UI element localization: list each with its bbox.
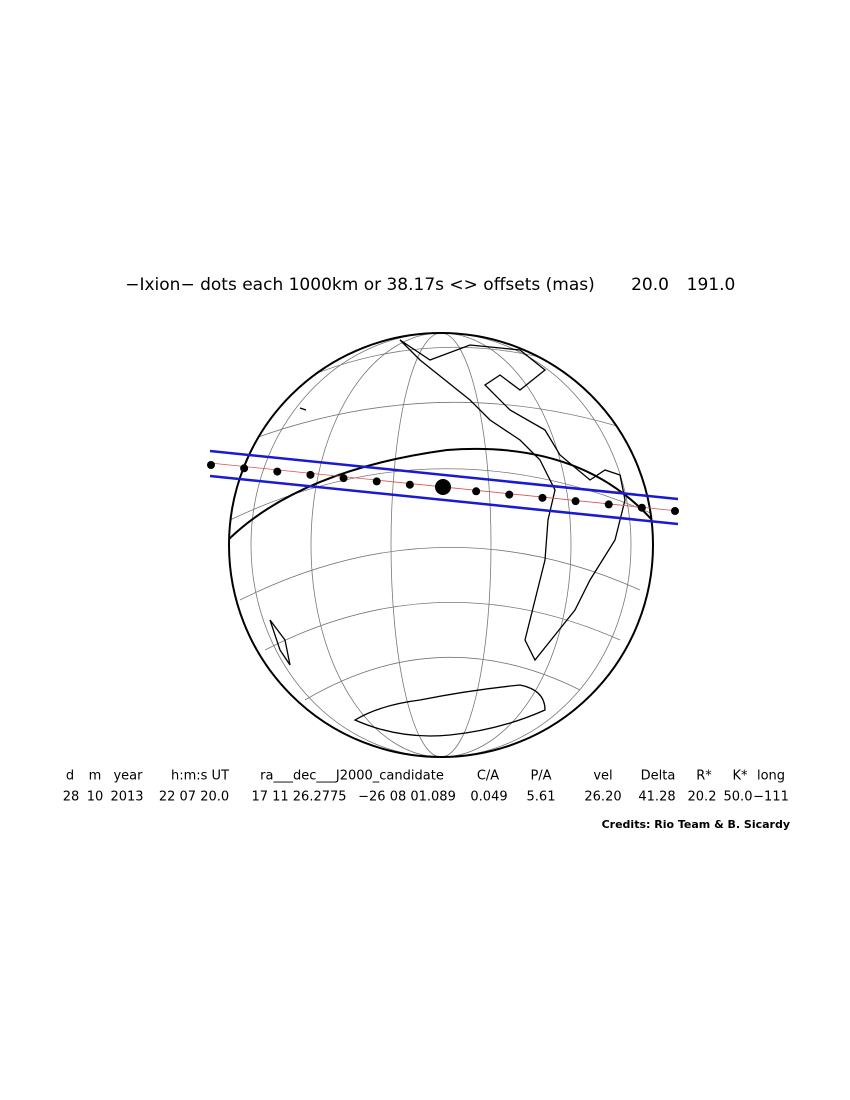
table-header: Delta [641,769,676,784]
table-header: K* [732,769,748,784]
table-cell: −26 08 01.089 [358,790,456,805]
shadow-dot [306,470,315,479]
shadow-dot [571,497,580,506]
table-header: ra___dec___J2000_candidate [260,769,444,784]
offset-dec: 191.0 [687,275,736,295]
table-cell: 5.61 [527,790,556,805]
shadow-dot [472,487,481,496]
shadow-dot [637,503,646,512]
table-header: R* [696,769,712,784]
shadow-dot [538,493,547,502]
shadow-dot [405,480,414,489]
table-cell: 41.28 [638,790,675,805]
shadow-dot [273,467,282,476]
table-header: d [66,769,74,784]
table-header: h:m:s UT [171,769,229,784]
offset-ra: 20.0 [631,275,669,295]
table-cell: −111 [753,790,789,805]
table-cell: 22 07 20.0 [159,790,229,805]
table-cell: 50.0 [724,790,753,805]
table-header: m [89,769,102,784]
table-cell: 2013 [110,790,143,805]
shadow-dot [207,461,215,469]
title: −Ixion− dots each 1000km or 38.17s <> of… [125,275,595,295]
shadow-dot [505,490,514,499]
shadow-dot [372,477,381,486]
credits: Credits: Rio Team & B. Sicardy [602,818,790,831]
table-header: C/A [477,769,499,784]
table-cell: 20.2 [688,790,717,805]
event-table: d m year h:m:s UT ra___dec___J2000_candidate… [63,769,789,805]
table-header: year [113,769,143,784]
globe [228,332,654,758]
shadow-dot [339,474,348,483]
table-cell: 28 [63,790,80,805]
shadow-dot [604,500,613,509]
table-cell: 17 11 26.2775 [251,790,346,805]
shadow-dot [240,464,249,473]
table-header: long [757,769,785,784]
table-header: vel [593,769,612,784]
shadow-dot [671,507,679,515]
table-cell: 10 [87,790,104,805]
table-cell: 0.049 [470,790,507,805]
shadow-path [207,449,679,526]
table-header: P/A [530,769,551,784]
table-cell: 26.20 [584,790,621,805]
